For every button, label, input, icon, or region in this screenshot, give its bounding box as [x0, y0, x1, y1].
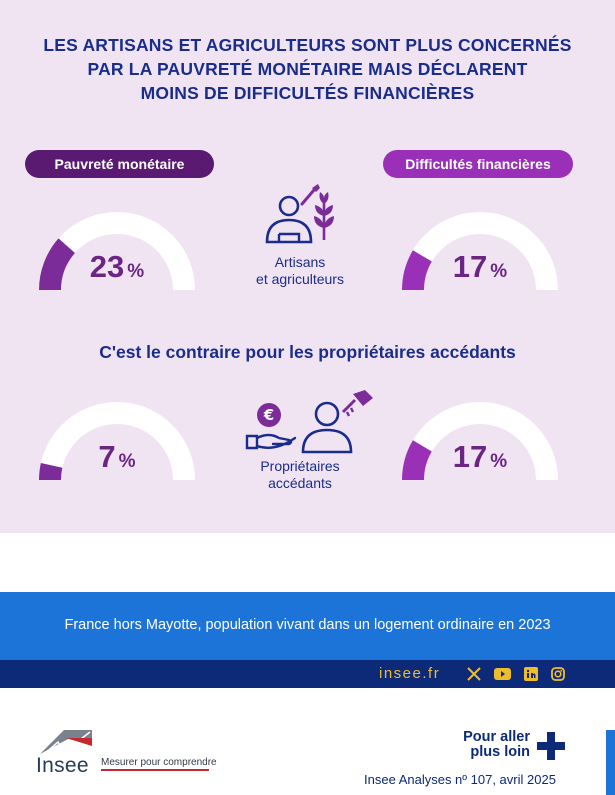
- homeowner-icon: €: [245, 390, 373, 454]
- poverty-label-pill: Pauvreté monétaire: [25, 150, 214, 178]
- headline-line-3: MOINS DE DIFFICULTÉS FINANCIÈRES: [140, 83, 475, 103]
- gauge-number: 7: [98, 439, 116, 474]
- gauge-number: 17: [452, 249, 488, 284]
- difficulties-label-pill: Difficultés financières: [383, 150, 573, 178]
- publication-reference: Insee Analyses nº 107, avril 2025: [364, 772, 556, 787]
- gauge-owners-poverty: 7%: [32, 395, 202, 490]
- group-label-line-1: Propriétaires: [260, 458, 340, 474]
- gauge-number: 17: [452, 439, 488, 474]
- footer: Insee Mesurer pour comprendre Pour aller…: [0, 688, 615, 795]
- gauge-value: 17%: [395, 249, 565, 290]
- tagline-underline: [101, 769, 209, 771]
- gauge-value: 17%: [395, 439, 565, 480]
- source-band: France hors Mayotte, population vivant d…: [0, 592, 615, 660]
- gauge-value: 7%: [32, 439, 202, 480]
- farmer-icon: [265, 184, 334, 244]
- group-label-owners: Propriétaires accédants: [230, 458, 370, 492]
- group-label-artisans: Artisans et agriculteurs: [230, 254, 370, 288]
- gauge-number: 23: [89, 249, 125, 284]
- gauge-fill-arc: [402, 250, 433, 291]
- infographic-panel: LES ARTISANS ET AGRICULTEURS SONT PLUS C…: [0, 0, 615, 533]
- plus-icon[interactable]: [537, 732, 565, 760]
- gauge-track: [39, 402, 195, 481]
- gauge-unit: %: [490, 261, 508, 282]
- read-more-link[interactable]: Pour aller plus loin: [430, 730, 530, 760]
- gauge-unit: %: [490, 451, 508, 472]
- instagram-icon[interactable]: [551, 667, 565, 681]
- gauge-fill-arc: [38, 462, 63, 481]
- subheading: C'est le contraire pour les propriétaire…: [99, 342, 516, 362]
- gauge-fill-arc: [39, 238, 76, 291]
- youtube-icon[interactable]: [494, 667, 511, 681]
- gauge-artisans-poverty: 23%: [32, 205, 202, 300]
- website-link[interactable]: insee.fr: [379, 665, 441, 682]
- svg-text:€: €: [263, 406, 274, 424]
- x-icon[interactable]: [467, 667, 481, 681]
- gauge-fill-arc: [402, 440, 433, 481]
- headline: LES ARTISANS ET AGRICULTEURS SONT PLUS C…: [0, 33, 615, 105]
- group-label-line-2: accédants: [268, 475, 332, 491]
- social-band: insee.fr: [0, 660, 615, 688]
- headline-line-2: PAR LA PAUVRETÉ MONÉTAIRE MAIS DÉCLARENT: [87, 59, 528, 79]
- read-more-line-1: Pour aller: [463, 729, 530, 745]
- group-label-line-2: et agriculteurs: [256, 271, 344, 287]
- gauge-unit: %: [118, 451, 136, 472]
- gauge-unit: %: [127, 261, 145, 282]
- gauge-owners-difficulties: 17%: [395, 395, 565, 490]
- insee-logo-icon[interactable]: [36, 728, 96, 784]
- linkedin-icon[interactable]: [524, 667, 538, 681]
- tagline: Mesurer pour comprendre: [101, 757, 217, 768]
- read-more-line-2: plus loin: [470, 744, 530, 760]
- edge-accent-bar: [606, 730, 615, 795]
- gauge-value: 23%: [32, 249, 202, 290]
- source-note: France hors Mayotte, population vivant d…: [64, 617, 551, 633]
- insee-wordmark: Insee: [36, 754, 89, 777]
- gauge-artisans-difficulties: 17%: [395, 205, 565, 300]
- group-label-line-1: Artisans: [274, 254, 326, 270]
- headline-line-1: LES ARTISANS ET AGRICULTEURS SONT PLUS C…: [43, 35, 572, 55]
